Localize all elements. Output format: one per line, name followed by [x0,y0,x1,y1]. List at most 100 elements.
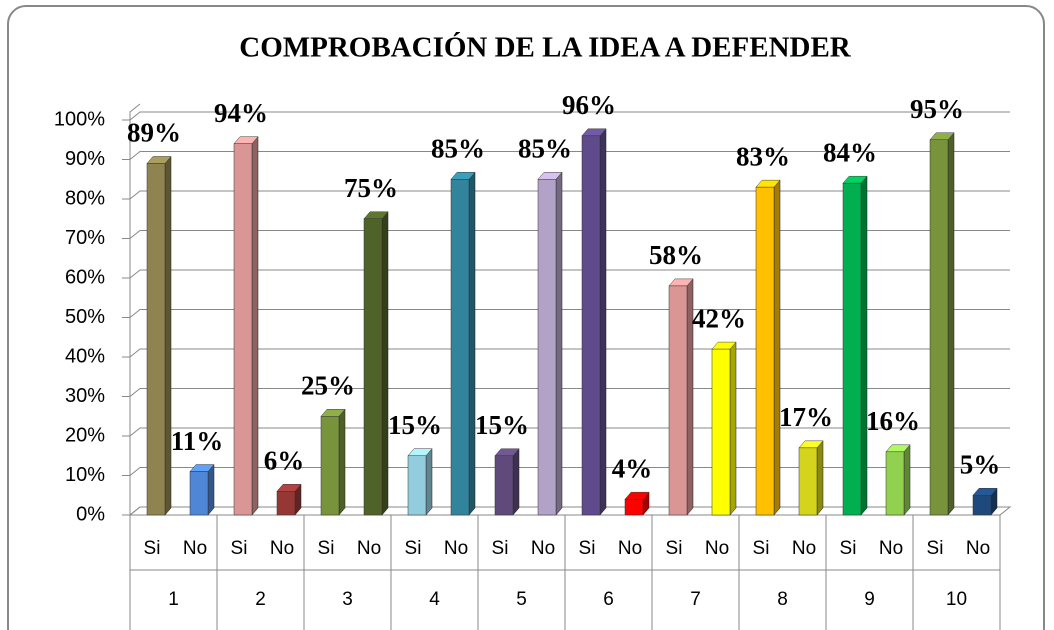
bar-side [425,448,433,516]
data-label: 83% [736,141,790,171]
bar-front [668,285,688,516]
x-group-label: 1 [168,589,179,610]
data-label: 96% [562,90,616,120]
bar [146,155,172,516]
bar-front [276,491,296,516]
bar-front [798,447,818,516]
bar [494,448,520,516]
data-label: 17% [779,402,833,432]
x-tick-label: Si [492,538,509,559]
data-label: 89% [127,118,181,148]
bar [276,483,302,516]
data-label: 4% [612,453,653,483]
bar-side [251,136,259,516]
x-group-label: 6 [603,589,614,610]
floor [128,506,1012,516]
x-tick-label: Si [753,538,770,559]
bar-side [816,440,824,516]
x-tick-label: No [183,538,207,559]
y-tick-label: 50% [65,306,105,328]
bar-front [537,179,557,516]
x-group-label: 9 [864,589,875,610]
bar [929,132,955,516]
x-tick-label: No [879,538,903,559]
bar-side [860,175,868,516]
y-tick-label: 90% [65,148,105,170]
bar-side [599,128,607,516]
x-tick-label: No [357,538,381,559]
bar [450,171,476,516]
x-tick-label: Si [144,538,161,559]
bar [798,440,824,516]
bar [624,491,650,516]
bar-front [146,163,166,516]
grid-line [129,230,1010,239]
bar-front [450,179,470,516]
bar-side [729,341,737,516]
x-tick-label: Si [927,538,944,559]
bar-side [338,408,346,516]
x-tick-label: Si [231,538,248,559]
x-tick-label: No [618,538,642,559]
bar-side [381,211,389,516]
data-label: 85% [518,133,572,163]
data-label: 84% [823,137,877,167]
data-label: 85% [431,133,485,163]
data-label: 25% [301,370,355,400]
x-group-label: 3 [342,589,353,610]
x-tick-label: Si [579,538,596,559]
bar-front [320,416,340,516]
bar-side [207,463,215,516]
y-tick-label: 80% [65,187,105,209]
bar [972,487,998,516]
bar-side [164,155,172,516]
bar-front [581,135,601,516]
data-label: 94% [214,98,268,128]
bar [668,278,694,516]
bar [407,448,433,516]
data-label: 6% [264,446,305,476]
bar-front [929,139,949,516]
bar-side [947,132,955,516]
bar-side [555,171,563,516]
grid-line [129,111,1010,121]
bar-front [624,498,644,516]
data-label: 42% [692,303,746,333]
x-group-label: 7 [690,589,701,610]
bar-front [842,182,862,516]
y-tick-label: 100% [54,108,105,130]
axis-wall [129,103,141,515]
grid-line [129,309,1010,318]
y-tick-label: 60% [65,266,105,288]
x-group-label: 5 [516,589,527,610]
y-tick-label: 40% [65,345,105,367]
bar-front [363,218,383,516]
data-label: 11% [171,426,224,456]
data-label: 15% [388,410,442,440]
x-group-label: 2 [255,589,266,610]
x-group-label: 10 [946,589,967,610]
bar [842,175,868,516]
x-tick-label: No [792,538,816,559]
y-tick-label: 0% [76,503,105,525]
data-label: 95% [910,94,964,124]
bar [363,211,389,516]
x-tick-label: Si [405,538,422,559]
data-label: 75% [344,173,398,203]
bar-front [407,455,427,516]
bar-front [972,495,992,516]
data-label: 5% [960,449,1001,479]
bar-front [189,471,209,516]
bar [537,171,563,516]
bar [320,408,346,516]
bar-side [512,448,520,516]
bar-side [903,444,911,516]
bar-side [468,171,476,516]
x-group-label: 4 [429,589,440,610]
bar [885,444,911,516]
x-tick-label: No [531,538,555,559]
x-tick-label: Si [318,538,335,559]
y-tick-label: 70% [65,227,105,249]
x-tick-label: Si [666,538,683,559]
